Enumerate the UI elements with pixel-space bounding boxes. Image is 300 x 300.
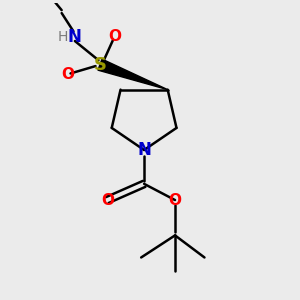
Polygon shape [98, 59, 168, 90]
Text: O: O [108, 29, 121, 44]
Text: O: O [169, 193, 182, 208]
Text: H: H [58, 30, 68, 44]
Text: N: N [68, 28, 82, 46]
Text: O: O [101, 193, 114, 208]
Text: S: S [93, 56, 106, 74]
Text: O: O [61, 68, 74, 82]
Text: N: N [137, 141, 151, 159]
